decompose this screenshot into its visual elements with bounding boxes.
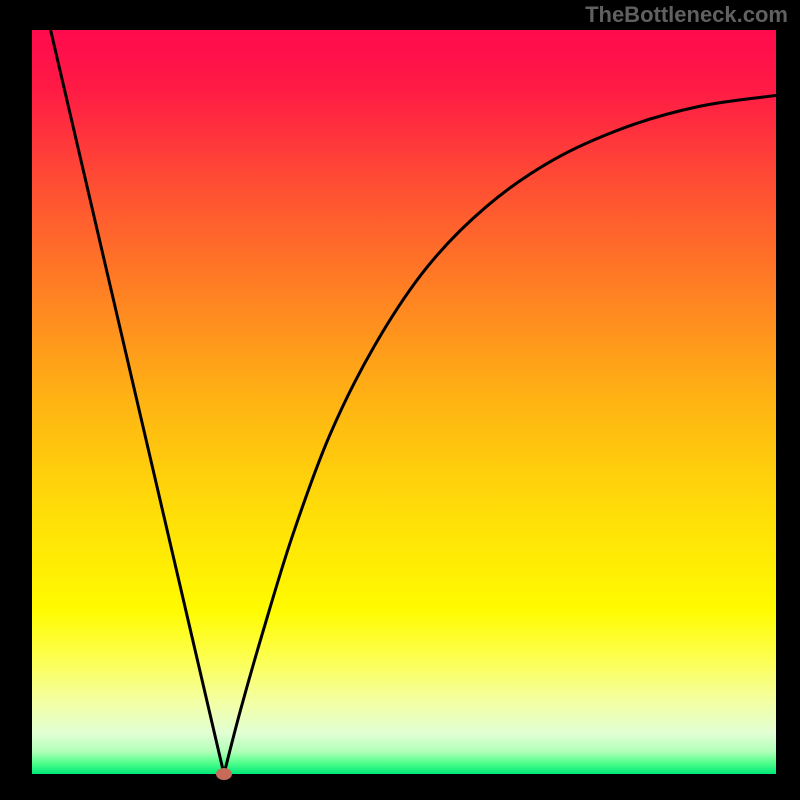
curve-svg: [32, 30, 776, 774]
plot-area: [32, 30, 776, 774]
minimum-marker: [216, 768, 232, 780]
bottleneck-curve: [51, 30, 776, 774]
watermark-text: TheBottleneck.com: [585, 2, 788, 28]
